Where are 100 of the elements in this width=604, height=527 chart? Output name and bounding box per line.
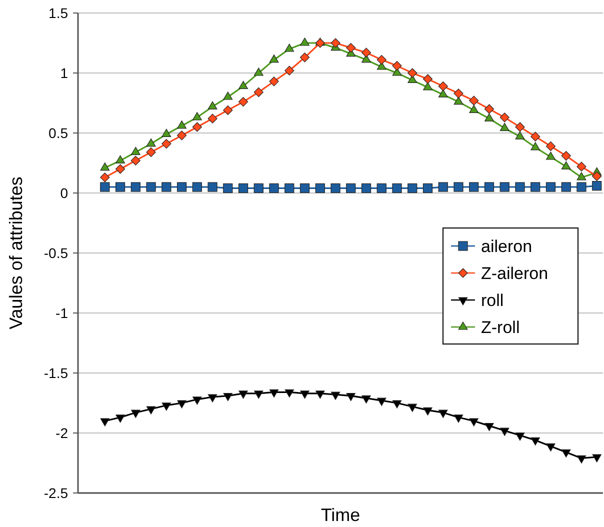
point — [515, 122, 525, 132]
point — [469, 96, 479, 106]
y-tick-label: 1.5 — [48, 4, 68, 21]
point — [284, 66, 294, 76]
point — [130, 156, 140, 166]
point — [223, 393, 232, 402]
point — [300, 52, 310, 62]
point — [176, 130, 187, 140]
point — [192, 122, 202, 132]
point — [392, 183, 402, 193]
point — [284, 44, 294, 52]
point — [515, 432, 525, 441]
point — [515, 131, 525, 140]
point — [454, 182, 464, 192]
y-tick-label: -0.5 — [44, 244, 68, 261]
point — [376, 183, 386, 193]
point — [592, 171, 602, 181]
point — [316, 390, 325, 399]
point — [438, 81, 448, 91]
point — [500, 112, 510, 122]
x-axis-title: Time — [320, 505, 360, 525]
point — [176, 182, 187, 192]
point — [438, 89, 448, 98]
point — [100, 162, 110, 171]
point — [238, 80, 248, 89]
y-tick-label: 0.5 — [48, 124, 68, 141]
point — [269, 54, 279, 63]
point — [330, 38, 340, 48]
point — [300, 38, 310, 46]
point — [238, 97, 248, 107]
legend-label: aileron — [481, 236, 532, 256]
point — [269, 183, 279, 193]
point — [454, 414, 464, 423]
point — [116, 414, 125, 423]
point — [530, 182, 540, 192]
point — [115, 164, 126, 174]
y-tick-label: 1 — [60, 64, 68, 81]
point — [376, 62, 386, 70]
point — [284, 389, 294, 398]
y-tick-label: -2 — [56, 424, 68, 441]
point — [561, 182, 571, 192]
point — [238, 390, 248, 399]
y-tick-label: -2.5 — [44, 484, 68, 501]
point — [146, 147, 156, 157]
point — [530, 437, 540, 446]
point — [177, 120, 186, 129]
point — [300, 183, 310, 193]
point — [130, 182, 140, 192]
point — [546, 443, 556, 452]
point — [423, 82, 432, 90]
point — [269, 76, 279, 86]
point — [238, 183, 248, 193]
point — [530, 142, 540, 150]
y-tick-label: -1.5 — [44, 364, 68, 381]
point — [377, 398, 386, 406]
point — [454, 96, 464, 105]
point — [562, 449, 571, 458]
point — [254, 390, 264, 399]
point — [254, 68, 264, 76]
point — [284, 183, 294, 193]
point — [361, 48, 372, 58]
point — [392, 61, 402, 71]
point — [346, 43, 356, 53]
point — [346, 183, 356, 193]
point — [438, 182, 448, 192]
point — [254, 183, 264, 193]
point — [146, 406, 156, 414]
point — [561, 151, 571, 161]
point — [177, 400, 186, 408]
point — [100, 182, 110, 192]
point — [515, 182, 525, 192]
point — [484, 182, 494, 192]
point — [361, 183, 372, 193]
point — [438, 410, 448, 418]
legend-label: roll — [481, 290, 504, 310]
point — [469, 104, 479, 113]
point — [408, 183, 418, 193]
point — [162, 182, 172, 192]
point — [546, 141, 556, 151]
point — [408, 68, 418, 78]
point — [422, 183, 433, 193]
y-tick-label: -1 — [56, 304, 68, 321]
point — [500, 122, 510, 131]
point — [376, 55, 386, 65]
point — [330, 183, 340, 193]
point — [223, 105, 233, 115]
point — [254, 87, 264, 97]
point — [484, 113, 494, 122]
point — [130, 146, 140, 155]
point — [469, 418, 478, 426]
point — [500, 428, 510, 436]
point — [484, 104, 494, 114]
point — [192, 182, 202, 192]
point — [116, 155, 125, 164]
y-tick-label: 0 — [60, 184, 68, 201]
point — [162, 128, 172, 137]
point — [392, 68, 402, 76]
point — [208, 182, 218, 192]
point — [454, 88, 464, 98]
point — [162, 402, 171, 411]
